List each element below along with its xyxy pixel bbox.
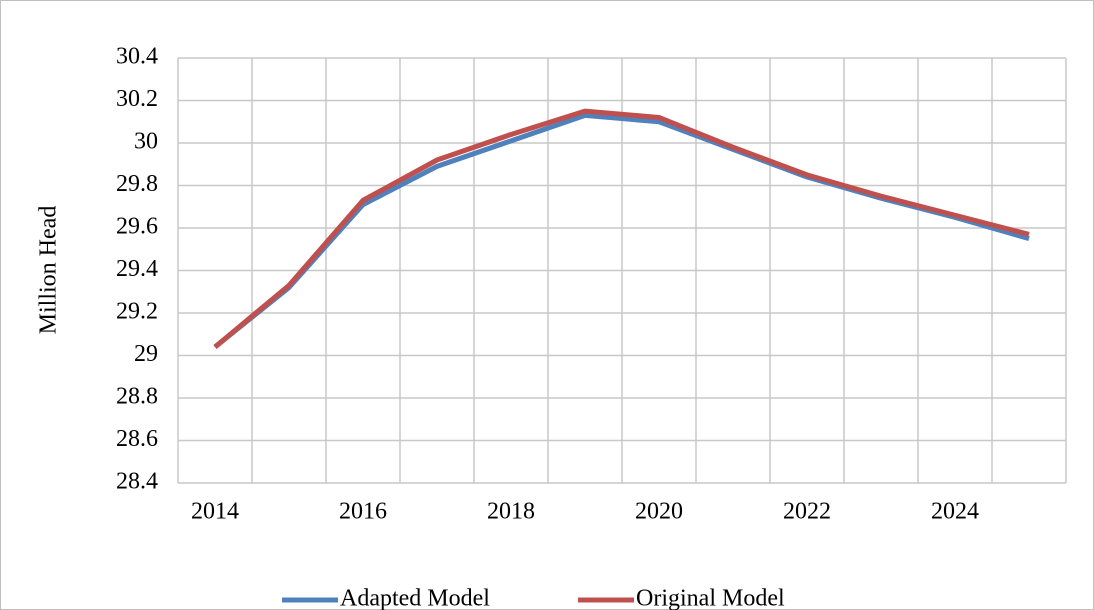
y-tick-label: 28.6 xyxy=(116,426,158,452)
x-tick-label: 2022 xyxy=(783,499,831,525)
x-tick-label: 2014 xyxy=(191,499,239,525)
legend-label: Adapted Model xyxy=(340,586,490,610)
y-tick-label: 29.2 xyxy=(116,299,158,325)
y-tick-label: 29.4 xyxy=(116,256,158,282)
y-tick-label: 29.6 xyxy=(116,214,158,240)
x-tick-label: 2018 xyxy=(487,499,535,525)
y-tick-label: 30 xyxy=(134,129,158,155)
y-axis-title: Million Head xyxy=(36,206,62,335)
series-line xyxy=(213,108,1030,349)
y-tick-label: 28.4 xyxy=(116,469,158,495)
x-tick-label: 2020 xyxy=(635,499,683,525)
y-tick-label: 30.2 xyxy=(116,86,158,112)
y-tick-label: 28.8 xyxy=(116,384,158,410)
y-tick-label: 30.4 xyxy=(116,44,158,70)
legend-label: Original Model xyxy=(636,586,785,610)
x-tick-label: 2024 xyxy=(931,499,979,525)
y-tick-label: 29.8 xyxy=(116,171,158,197)
y-tick-label: 29 xyxy=(134,341,158,367)
x-tick-label: 2016 xyxy=(339,499,387,525)
